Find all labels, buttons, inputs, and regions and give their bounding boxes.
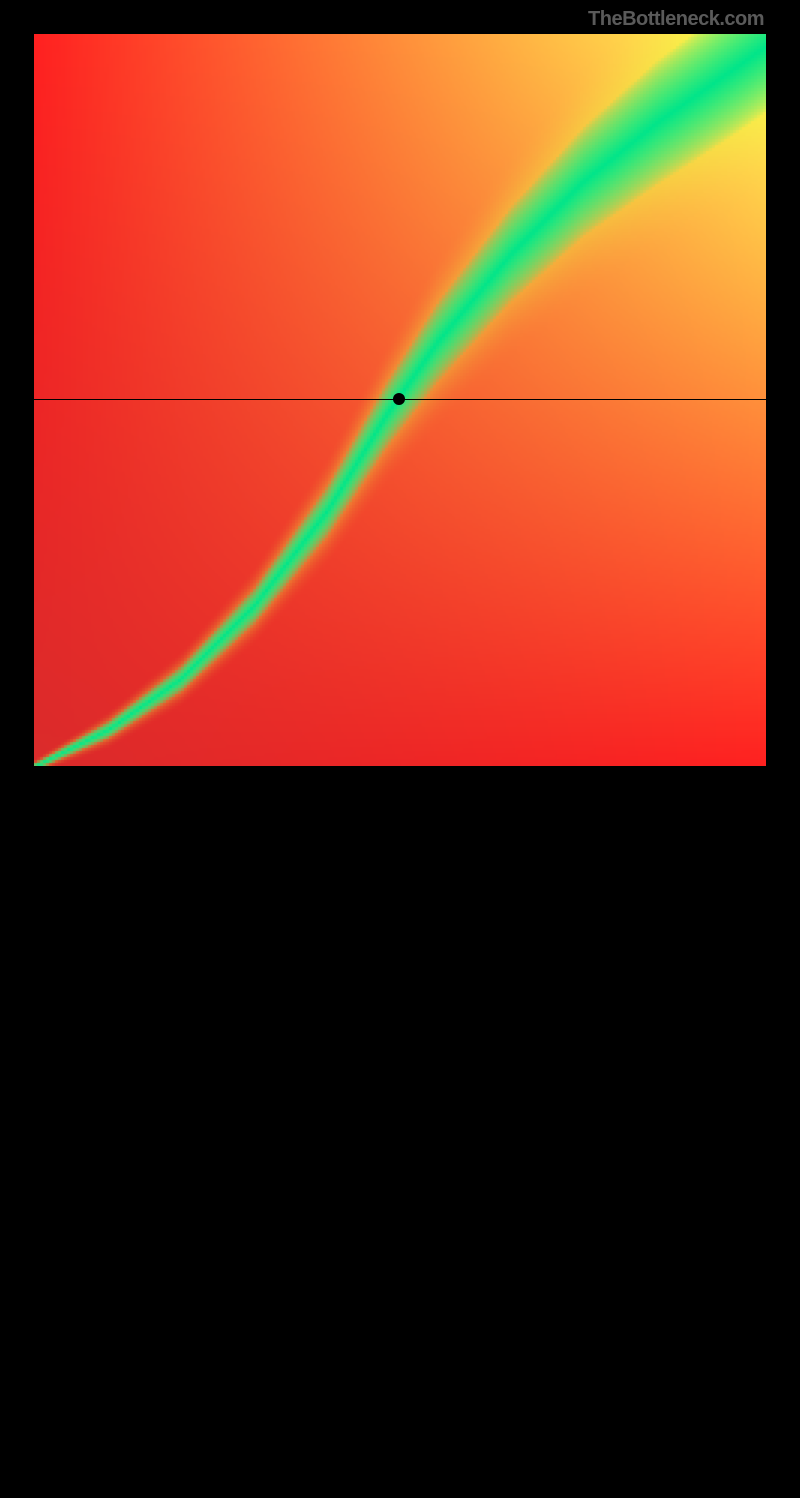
crosshair-vertical [399,766,400,1498]
chart-container: TheBottleneck.com [0,0,800,800]
plot-area [34,34,766,766]
watermark: TheBottleneck.com [588,8,764,31]
data-point-marker [393,393,405,405]
